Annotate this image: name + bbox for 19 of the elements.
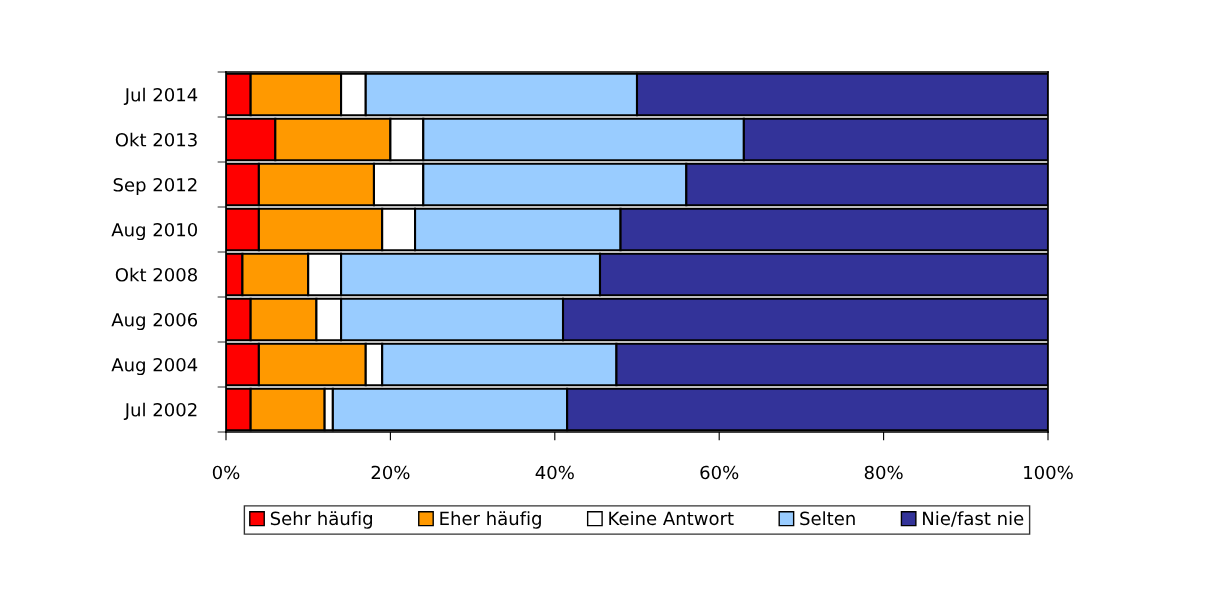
y-tick-label: Aug 2010 [111, 222, 198, 241]
x-tick-label: 80% [864, 465, 903, 480]
legend-label: Eher häufig [440, 511, 541, 529]
y-tick-label: Jul 2002 [123, 402, 197, 420]
y-tick-label: Jul 2014 [123, 87, 198, 105]
x-tick-label: 0% [212, 465, 240, 480]
legend-label: Sehr häufig [270, 511, 372, 529]
x-tick-label: 100% [1024, 465, 1073, 480]
legend-label: Nie/fast nie [923, 511, 1024, 527]
y-tick-label: Aug 2004 [111, 357, 198, 376]
y-tick-label: Okt 2013 [115, 132, 197, 147]
legend-label: Selten [800, 511, 855, 526]
x-tick-label: 20% [371, 465, 410, 480]
y-tick-label: Okt 2008 [115, 267, 197, 282]
x-tick-label: 60% [700, 465, 739, 480]
y-tick-label: Sep 2012 [113, 177, 197, 196]
y-tick-label: Aug 2006 [111, 312, 198, 331]
legend-label: Keine Antwort [609, 511, 734, 526]
x-tick-label: 40% [535, 465, 574, 480]
